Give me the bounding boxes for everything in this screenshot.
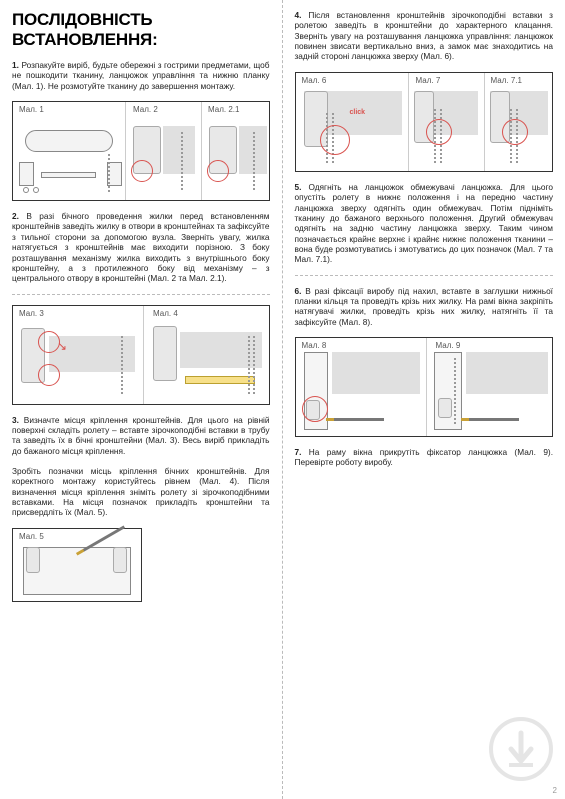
step-1-text: 1. Розпакуйте виріб, будьте обережні з г… (12, 60, 270, 91)
fig-label-2: Мал. 2 (133, 105, 158, 114)
fig-label-5: Мал. 5 (19, 532, 44, 541)
column-left: ПОСЛІДОВНІСТЬ ВСТАНОВЛЕННЯ: 1. Розпакуйт… (0, 0, 283, 799)
fig-label-3: Мал. 3 (19, 309, 44, 318)
fig-label-1: Мал. 1 (19, 105, 44, 114)
fig-label-6: Мал. 6 (302, 76, 327, 85)
fig-label-7: Мал. 7 (416, 76, 441, 85)
fig-label-21: Мал. 2.1 (208, 105, 239, 114)
click-label: click (350, 109, 366, 116)
step-3b-text: Зробіть позначки місць кріплення бічних … (12, 466, 270, 518)
fig-label-8: Мал. 8 (302, 341, 327, 350)
step-2-text: 2. В разі бічного проведення жилки перед… (12, 211, 270, 284)
divider-h-2 (295, 275, 554, 276)
step-7-text: 7. На раму вікна прикрутіть фіксатор лан… (295, 447, 554, 468)
step-4-text: 4. Після встановлення кронштейнів зірочк… (295, 10, 554, 62)
fig-label-71: Мал. 7.1 (491, 76, 522, 85)
figure-3-4: Мал. 3 Мал. 4 ↘ (12, 305, 270, 405)
watermark-icon (489, 717, 553, 781)
step-5-text: 5. Одягніть на ланцюжок обмежувачі ланцю… (295, 182, 554, 265)
fig-label-4: Мал. 4 (153, 309, 178, 318)
column-right: 4. Після встановлення кронштейнів зірочк… (283, 0, 565, 799)
figure-1-2: Мал. 1 Мал. 2 Мал. 2.1 (12, 101, 270, 201)
figure-8-9: Мал. 8 Мал. 9 (295, 337, 554, 437)
page-number: 2 (553, 786, 557, 795)
page-title: ПОСЛІДОВНІСТЬ ВСТАНОВЛЕННЯ: (12, 10, 270, 50)
figure-5: Мал. 5 (12, 528, 142, 602)
fig-label-9: Мал. 9 (436, 341, 461, 350)
divider-h-1 (12, 294, 270, 295)
step-3-text: 3. Визначте місця кріплення кронштейнів.… (12, 415, 270, 456)
instruction-page: ПОСЛІДОВНІСТЬ ВСТАНОВЛЕННЯ: 1. Розпакуйт… (0, 0, 565, 799)
step-6-text: 6. В разі фіксації виробу під нахил, вст… (295, 286, 554, 327)
figure-6-7: Мал. 6 Мал. 7 Мал. 7.1 click (295, 72, 554, 172)
